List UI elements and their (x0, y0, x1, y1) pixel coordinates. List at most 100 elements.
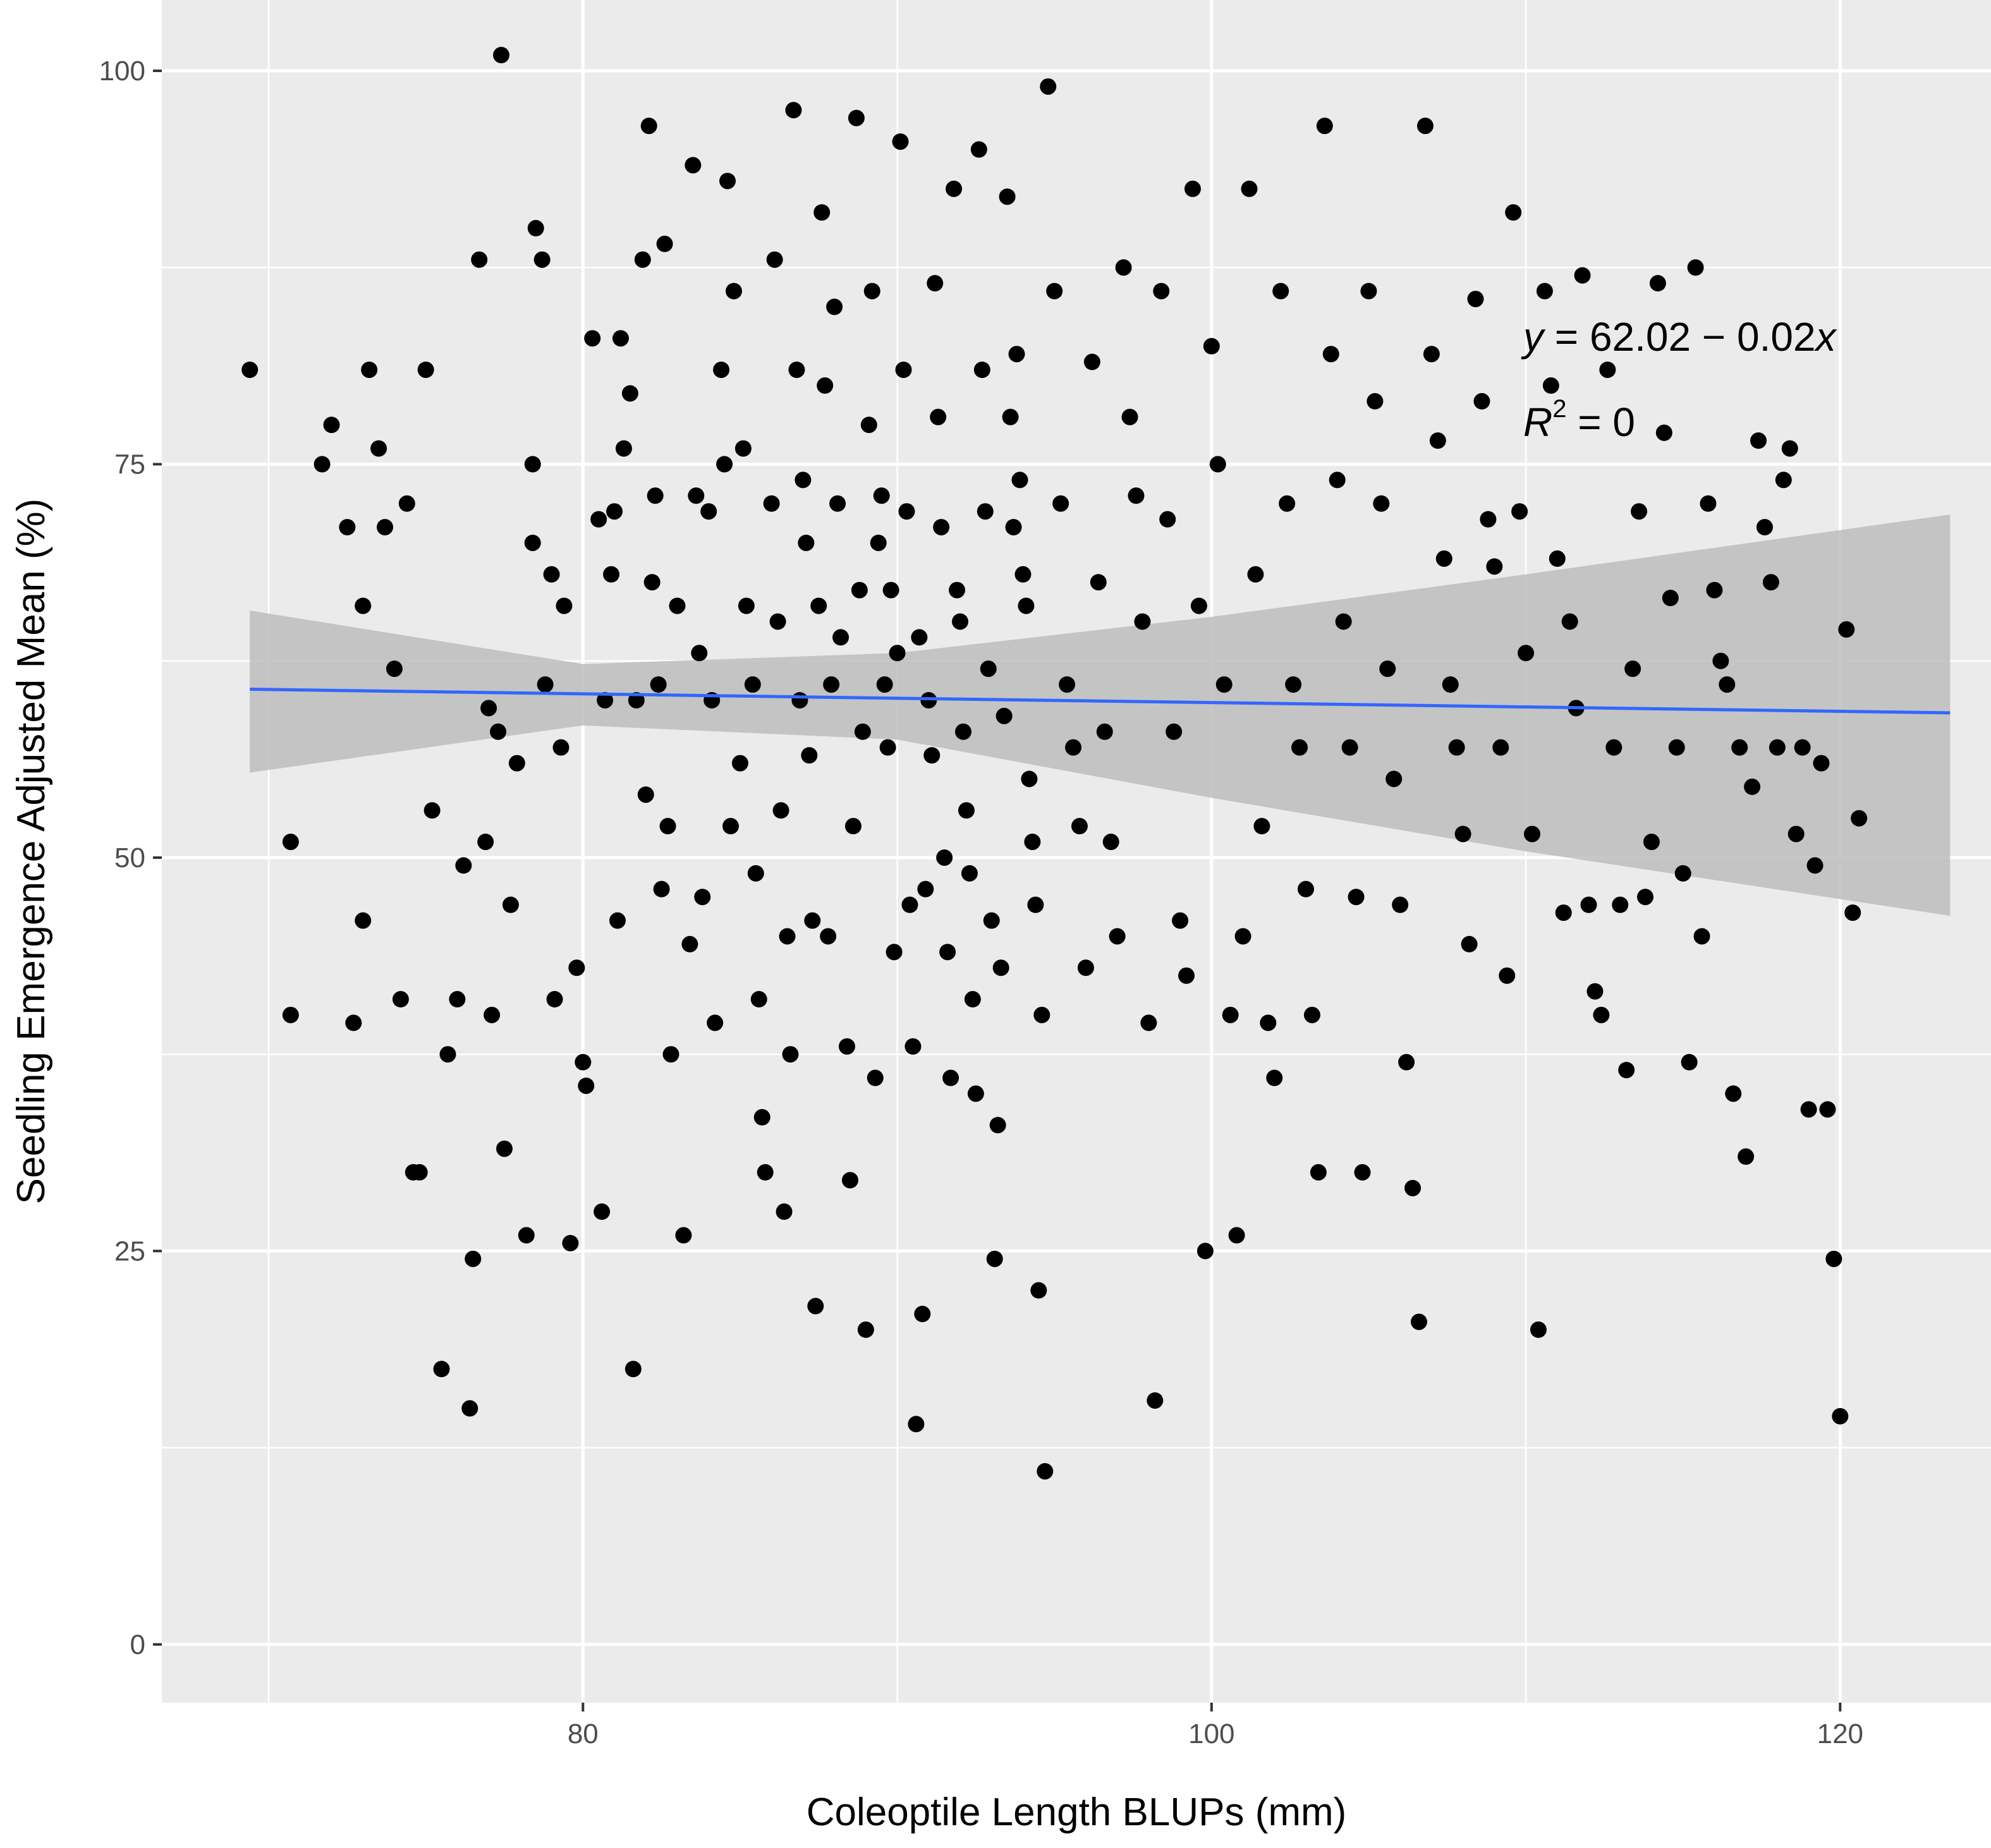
data-point (637, 786, 654, 803)
data-point (465, 1250, 482, 1267)
data-point (1655, 424, 1672, 441)
data-point (449, 991, 466, 1008)
data-point (1756, 519, 1773, 536)
data-point (1303, 1006, 1320, 1023)
data-point (1769, 739, 1786, 756)
axis-ticks (153, 70, 1842, 1711)
data-point (785, 102, 802, 119)
data-point (543, 566, 560, 583)
data-point (1706, 581, 1723, 599)
data-point (546, 991, 563, 1008)
data-point (772, 802, 789, 819)
data-point (1637, 889, 1654, 906)
x-axis-title: Coleoptile Length BLUPs (mm) (807, 1790, 1347, 1834)
data-point (477, 834, 494, 851)
regression-equation: y = 62.02 − 0.02x (1521, 314, 1837, 360)
data-point (1178, 967, 1195, 984)
data-point (681, 935, 698, 952)
data-point (621, 385, 638, 402)
data-point (662, 1046, 679, 1063)
data-point (744, 676, 761, 693)
data-point (908, 1416, 925, 1433)
data-point (1115, 259, 1132, 276)
data-point (898, 503, 915, 520)
data-point (1454, 825, 1471, 842)
data-point (795, 471, 812, 489)
data-point (345, 1014, 362, 1031)
data-point (417, 362, 434, 379)
data-point (433, 1361, 450, 1378)
y-tick-label: 100 (99, 56, 145, 87)
data-point (1014, 566, 1032, 583)
data-point (1190, 597, 1207, 614)
data-point (983, 912, 1000, 929)
data-point (1411, 1313, 1428, 1330)
data-point (537, 676, 554, 693)
data-point (1668, 739, 1685, 756)
data-point (1083, 353, 1100, 370)
data-point (1102, 834, 1119, 851)
y-tick-label: 0 (130, 1629, 145, 1660)
data-point (1166, 723, 1183, 740)
data-point (1348, 889, 1365, 906)
data-point (590, 511, 607, 528)
data-point (584, 330, 601, 347)
data-point (609, 912, 626, 929)
data-point (713, 362, 730, 379)
data-point (647, 487, 664, 504)
data-point (643, 574, 661, 591)
data-point (1040, 78, 1057, 95)
data-point (1134, 613, 1151, 630)
data-point (603, 566, 620, 583)
data-point (1750, 432, 1767, 449)
data-point (817, 377, 834, 394)
data-point (1580, 896, 1597, 913)
data-point (650, 676, 667, 693)
data-point (386, 660, 403, 678)
data-point (1077, 959, 1094, 976)
data-point (1027, 896, 1044, 913)
data-point (597, 691, 614, 708)
data-point (1046, 283, 1063, 300)
data-point (314, 456, 331, 473)
data-point (411, 1164, 428, 1181)
data-point (568, 959, 585, 976)
data-point (1222, 1006, 1239, 1023)
data-point (1033, 1006, 1050, 1023)
data-point (659, 818, 676, 835)
points-layer (241, 47, 1868, 1480)
data-point (1021, 770, 1038, 787)
data-point (1800, 1101, 1817, 1118)
data-point (823, 676, 840, 693)
data-point (1480, 511, 1497, 528)
data-point (964, 991, 981, 1008)
data-point (889, 645, 906, 662)
data-point (1159, 511, 1176, 528)
data-point (1599, 362, 1616, 379)
data-point (1643, 834, 1660, 851)
data-point (716, 456, 733, 473)
data-point (936, 849, 953, 866)
data-point (917, 880, 934, 897)
data-point (801, 747, 818, 764)
data-point (1184, 180, 1201, 197)
data-point (867, 1069, 884, 1086)
data-point (1593, 1006, 1610, 1023)
data-point (901, 896, 918, 913)
data-point (1832, 1407, 1849, 1425)
data-point (980, 660, 997, 678)
data-point (977, 503, 994, 520)
data-point (1442, 676, 1459, 693)
data-point (355, 597, 372, 614)
data-point (480, 700, 497, 717)
data-point (1360, 283, 1377, 300)
data-point (552, 739, 569, 756)
data-point (1794, 739, 1811, 756)
data-point (1109, 928, 1126, 945)
data-point (1542, 377, 1559, 394)
data-point (854, 723, 871, 740)
data-point (1499, 967, 1516, 984)
data-point (1719, 676, 1736, 693)
fit-line-layer (250, 688, 1951, 715)
data-point (738, 597, 755, 614)
